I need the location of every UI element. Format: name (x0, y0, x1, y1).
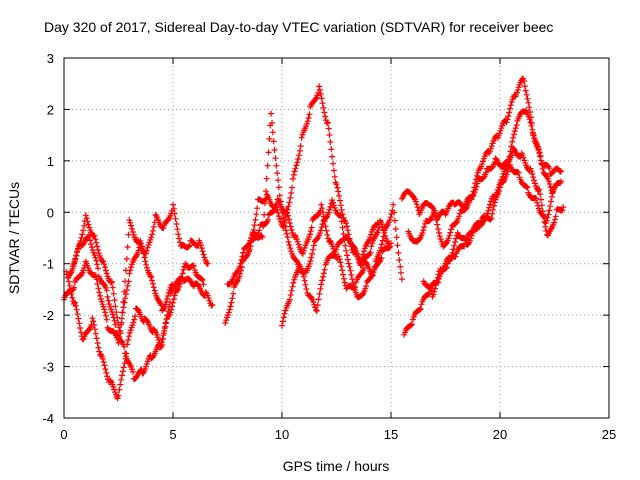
y-tick-label: 2 (47, 102, 54, 117)
y-axis-title: SDTVAR / TECUs (6, 182, 22, 294)
x-tick-label: 15 (384, 427, 398, 442)
data-series (61, 75, 567, 402)
series-markers (405, 145, 567, 250)
y-tick-label: 0 (47, 205, 54, 220)
axis-ticks: 0 5 10 15 20 25 -4 -3 -2 -1 0 1 2 3 (42, 51, 616, 442)
y-tick-label: 3 (47, 51, 54, 66)
chart-title: Day 320 of 2017, Sidereal Day-to-day VTE… (44, 19, 553, 35)
x-tick-label: 10 (275, 427, 289, 442)
y-tick-label: 1 (47, 154, 54, 169)
x-tick-label: 20 (493, 427, 507, 442)
y-tick-label: -1 (42, 257, 54, 272)
series-track-k (405, 145, 567, 250)
x-tick-label: 0 (60, 427, 67, 442)
series-markers (279, 219, 381, 329)
x-axis-title: GPS time / hours (283, 458, 390, 474)
x-tick-label: 25 (602, 427, 616, 442)
series-track-d (69, 233, 207, 382)
y-tick-label: -4 (42, 411, 54, 426)
plot-frame (63, 57, 610, 419)
series-track-h (279, 219, 381, 329)
x-tick-label: 5 (169, 427, 176, 442)
series-markers (69, 233, 207, 382)
series-markers (420, 162, 558, 300)
y-tick-label: -3 (42, 360, 54, 375)
y-tick-label: -2 (42, 308, 54, 323)
series-track-l (420, 162, 558, 300)
